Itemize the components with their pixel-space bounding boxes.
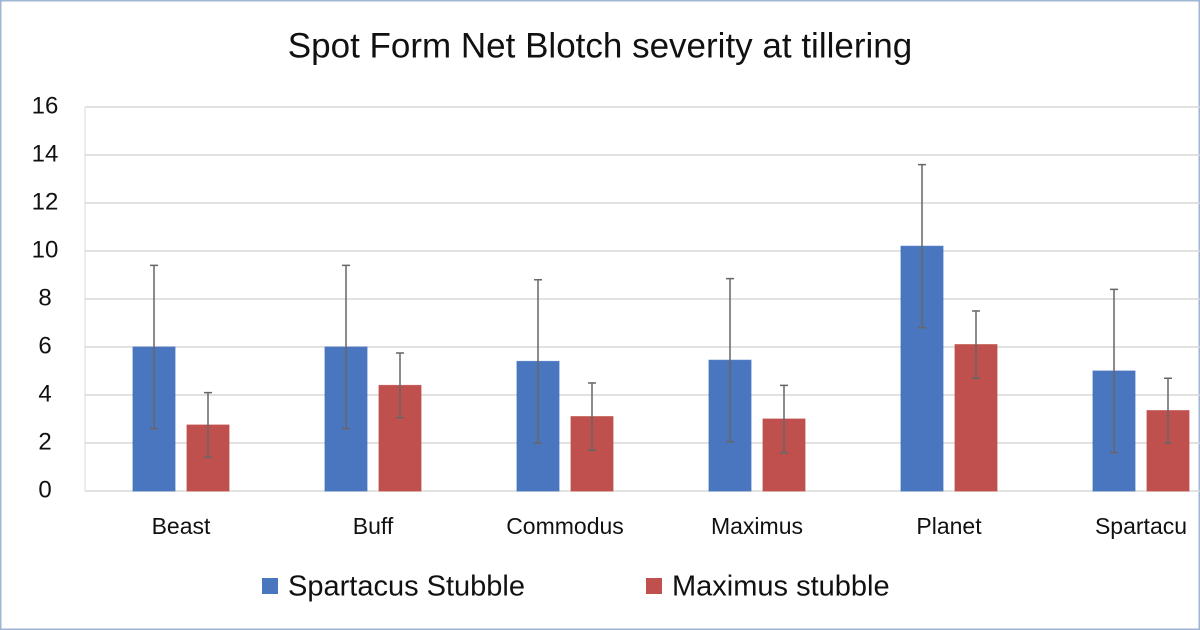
error-bar [396, 352, 404, 419]
legend-swatch [646, 578, 662, 594]
error-bar [972, 310, 980, 379]
y-tick-label: 10 [32, 236, 59, 263]
error-bar [726, 277, 734, 443]
y-tick-label: 0 [38, 476, 51, 503]
y-tick-label: 14 [32, 140, 59, 167]
y-tick-label: 2 [38, 428, 51, 455]
error-bar [1164, 377, 1172, 444]
error-bar [150, 264, 158, 430]
error-bar [534, 279, 542, 444]
y-tick-label: 12 [32, 188, 59, 215]
x-tick-label: Spartacu [1095, 513, 1187, 539]
y-tick-label: 16 [32, 92, 59, 119]
y-tick-label: 8 [38, 284, 51, 311]
y-tick-label: 4 [38, 380, 51, 407]
chart-title: Spot Form Net Blotch severity at tilleri… [288, 26, 912, 65]
x-tick-label: Beast [152, 513, 211, 539]
error-bar [918, 163, 926, 329]
error-bar [588, 382, 596, 451]
legend-swatch [262, 578, 278, 594]
x-tick-label: Maximus [711, 513, 803, 539]
error-bar [780, 384, 788, 454]
error-bar [342, 264, 350, 430]
error-bar [204, 391, 212, 459]
y-tick-label: 6 [38, 332, 51, 359]
x-tick-label: Commodus [506, 513, 624, 539]
x-tick-label: Buff [353, 513, 394, 539]
legend-label: Maximus stubble [672, 571, 890, 603]
legend-label: Spartacus Stubble [288, 571, 525, 603]
error-bar [1110, 288, 1118, 454]
x-tick-label: Planet [916, 513, 982, 539]
